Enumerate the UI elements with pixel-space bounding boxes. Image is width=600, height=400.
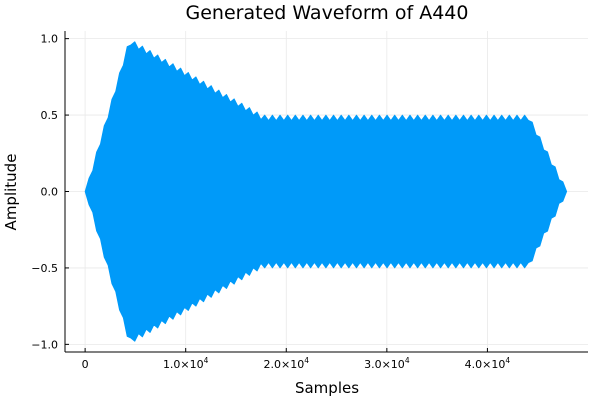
y-tick-label-3: −0.5 [31, 262, 58, 275]
x-axis-ticks: 0 1.0×104 2.0×104 3.0×104 4.0×104 [82, 348, 511, 371]
x-tick-label-0: 0 [82, 358, 89, 371]
x-tick-label-3: 3.0×104 [364, 356, 410, 371]
y-axis-ticks: 1.0 0.5 0.0 −0.5 −1.0 [31, 33, 69, 351]
x-tick-exponent-2: 4 [304, 356, 309, 365]
chart-title: Generated Waveform of A440 [186, 2, 469, 24]
x-tick-label-4: 4.0×104 [465, 356, 511, 371]
y-tick-label-4: −1.0 [31, 338, 58, 351]
x-tick-exponent-4: 4 [505, 356, 510, 365]
y-tick-label-1: 0.5 [41, 109, 59, 122]
y-tick-label-2: 0.0 [41, 186, 59, 199]
x-tick-label-1: 1.0×104 [163, 356, 209, 371]
x-tick-label-2: 2.0×104 [264, 356, 310, 371]
waveform-series [84, 41, 568, 342]
x-tick-exponent-1: 4 [204, 356, 209, 365]
x-tick-exponent-3: 4 [405, 356, 410, 365]
y-axis-label: Amplitude [2, 154, 20, 231]
x-axis-label: Samples [295, 379, 359, 397]
y-tick-label-0: 1.0 [41, 33, 59, 46]
waveform-fill [84, 41, 568, 342]
